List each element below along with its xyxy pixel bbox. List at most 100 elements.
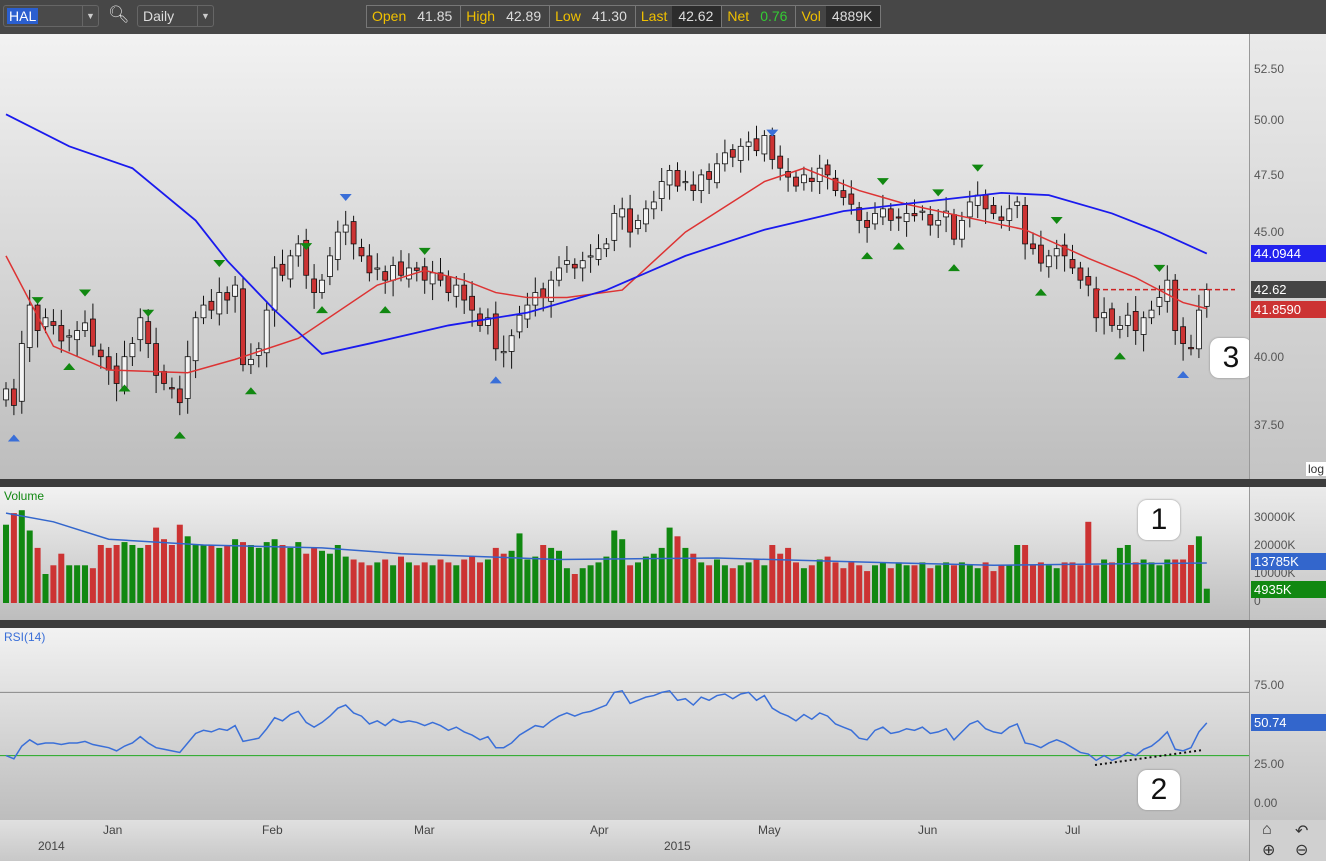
volume-bar	[58, 553, 65, 603]
volume-bar	[698, 562, 705, 603]
volume-bar	[295, 542, 302, 603]
candle	[990, 204, 997, 214]
candle	[1172, 279, 1179, 331]
volume-bar	[224, 545, 231, 603]
chevron-down-icon[interactable]: ▼	[197, 6, 213, 26]
volume-bar	[477, 562, 483, 603]
price-chart	[3, 113, 1235, 442]
candle	[516, 314, 523, 333]
volume-bar	[176, 524, 183, 603]
candle	[1085, 276, 1092, 286]
candle	[121, 356, 128, 388]
price-panel[interactable]: 3	[0, 34, 1252, 479]
zoom-in-icon[interactable]: ⊕	[1262, 842, 1276, 859]
candle	[1014, 201, 1021, 206]
zoom-out-icon[interactable]: ⊖	[1295, 842, 1309, 859]
candle	[413, 267, 420, 271]
volume-bar	[34, 547, 41, 603]
high-value: 42.89	[506, 8, 542, 24]
trough-marker	[489, 376, 502, 384]
volume-bar	[1188, 545, 1194, 603]
candle	[58, 325, 65, 342]
candle	[1061, 244, 1068, 257]
ma20-line	[5, 167, 1207, 374]
ma50-tag: 44.0944	[1251, 245, 1326, 262]
last-label: Last	[640, 8, 668, 24]
volume-panel[interactable]: Volume 1	[0, 487, 1249, 620]
candle	[176, 388, 183, 404]
trough-marker	[118, 384, 131, 392]
volume-bar	[943, 562, 950, 603]
volume-bar	[326, 553, 333, 603]
candle	[548, 279, 554, 302]
candle	[1030, 243, 1036, 250]
volume-bar	[769, 545, 776, 603]
candle	[200, 304, 207, 319]
volume-bar	[824, 556, 831, 603]
last-value: 42.62	[672, 6, 722, 27]
candle	[951, 214, 957, 240]
interval-select[interactable]: Daily ▼	[137, 5, 214, 27]
volume-bar	[1030, 565, 1036, 603]
candle	[737, 145, 744, 161]
candle	[887, 208, 894, 221]
net-value: 0.76	[760, 8, 788, 24]
volume-chart	[3, 510, 1210, 603]
volume-bar	[161, 539, 167, 603]
volume-bar	[311, 547, 318, 603]
candle	[1188, 347, 1194, 350]
price-axis[interactable]: 52.50 50.00 47.50 45.00 40.00 37.50 44.0…	[1249, 34, 1326, 479]
volume-bar	[18, 510, 25, 603]
volume-bar	[469, 556, 476, 603]
candle	[421, 266, 428, 281]
volume-bar	[405, 562, 412, 603]
log-scale-toggle[interactable]: log	[1305, 462, 1326, 476]
volume-bar	[50, 565, 57, 603]
trough-marker	[948, 264, 960, 272]
candle	[1203, 289, 1210, 307]
candle	[1148, 309, 1155, 319]
peak-marker	[932, 189, 945, 197]
volume-bar	[879, 562, 886, 603]
candle	[658, 181, 665, 199]
home-icon[interactable]: ⌂	[1262, 821, 1272, 838]
candle	[3, 388, 9, 401]
symbol-input[interactable]: HAL ▼	[3, 5, 99, 27]
time-axis[interactable]: Jan Feb Mar Apr May Jun Jul 2014 2015	[0, 820, 1249, 861]
candle	[1117, 325, 1123, 330]
volume-bar	[1172, 559, 1179, 603]
trough-marker	[244, 387, 257, 395]
candle	[82, 322, 88, 331]
search-icon[interactable]: 🔍︎	[108, 5, 130, 24]
volume-bar	[492, 547, 499, 603]
volume-bar	[674, 536, 681, 603]
undo-icon[interactable]: ↶	[1295, 823, 1309, 840]
peak-marker	[971, 164, 984, 172]
candle	[619, 208, 626, 218]
rsi-tick: 75.00	[1254, 678, 1285, 692]
month-label: Jul	[1065, 823, 1081, 837]
candle	[184, 356, 191, 399]
price-tick: 40.00	[1254, 350, 1285, 364]
volume-bar	[374, 562, 381, 603]
volume-bar	[690, 553, 697, 603]
candle	[872, 213, 878, 225]
candle	[674, 170, 681, 187]
peak-marker	[766, 129, 779, 137]
volume-bar	[82, 565, 88, 603]
candle	[1038, 244, 1044, 264]
volume-bar	[927, 568, 934, 603]
rsi-panel[interactable]: RSI(14) 2	[0, 628, 1249, 820]
candle	[453, 284, 460, 297]
month-label: Mar	[414, 823, 435, 837]
peak-marker	[213, 259, 226, 267]
candle	[1196, 309, 1202, 350]
candle	[1109, 308, 1115, 326]
chevron-down-icon[interactable]: ▼	[82, 6, 98, 26]
support-trendline	[1094, 749, 1204, 766]
candle	[587, 255, 594, 258]
candle	[579, 260, 586, 269]
trough-marker	[1034, 288, 1047, 296]
candle	[635, 220, 641, 229]
candle	[1101, 312, 1107, 319]
